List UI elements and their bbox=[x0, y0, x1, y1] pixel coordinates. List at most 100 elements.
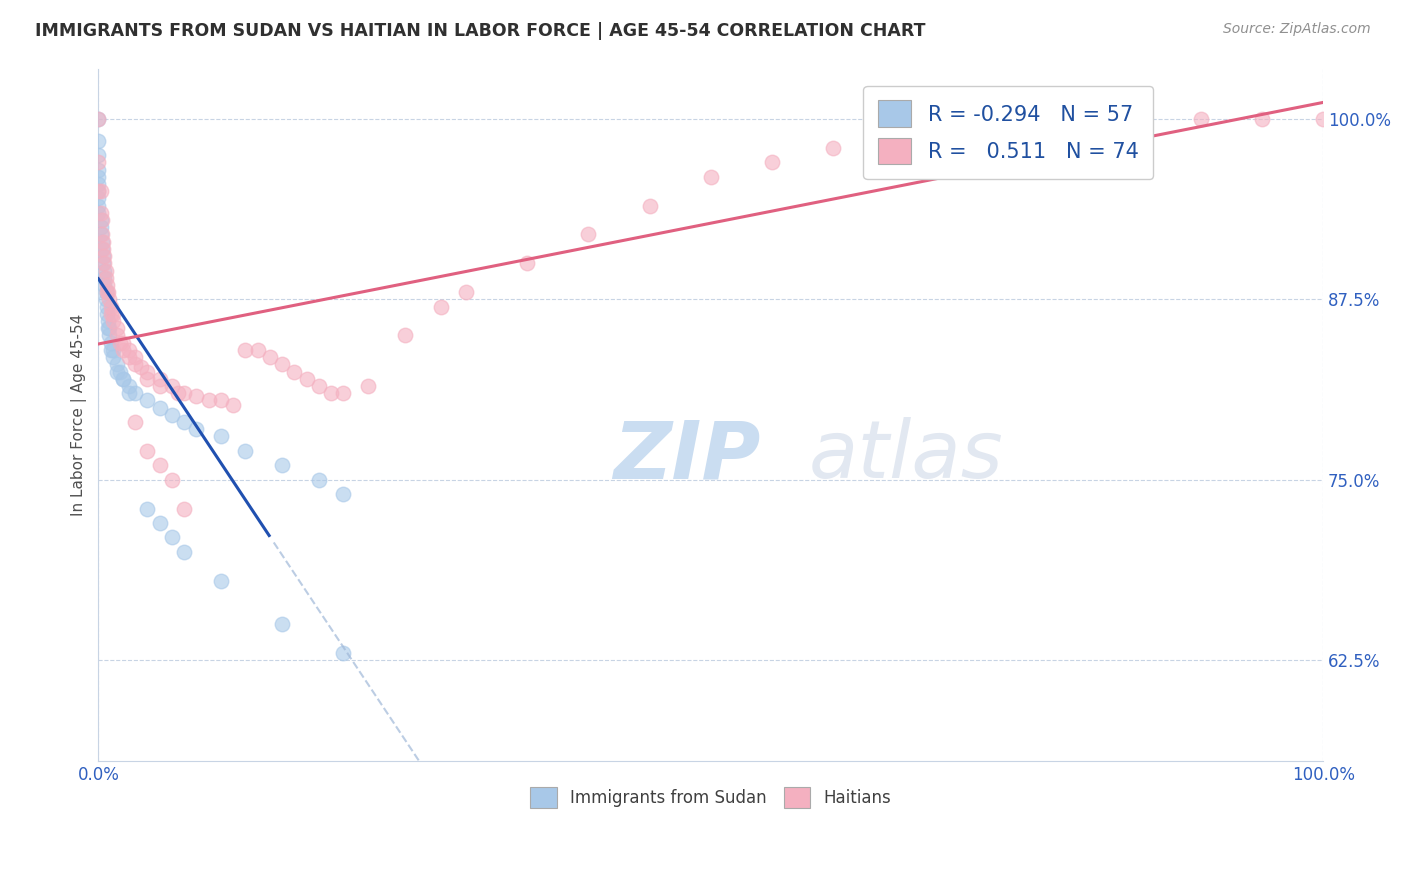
Point bbox=[91, 235, 114, 249]
Point bbox=[87, 155, 110, 169]
Point bbox=[100, 307, 122, 321]
Point bbox=[93, 256, 115, 270]
Point bbox=[87, 206, 110, 220]
Point bbox=[90, 213, 112, 227]
Point bbox=[186, 422, 208, 436]
Point bbox=[118, 343, 141, 357]
Point bbox=[96, 307, 118, 321]
Point bbox=[87, 169, 110, 184]
Point bbox=[93, 263, 115, 277]
Point bbox=[105, 328, 128, 343]
Point bbox=[105, 357, 128, 371]
Point bbox=[87, 191, 110, 205]
Point bbox=[167, 386, 190, 401]
Point bbox=[222, 398, 245, 412]
Point bbox=[1189, 112, 1212, 126]
Point bbox=[87, 184, 110, 198]
Point bbox=[93, 249, 115, 263]
Point bbox=[93, 270, 115, 285]
Point bbox=[823, 141, 845, 155]
Point bbox=[90, 206, 112, 220]
Point bbox=[149, 458, 172, 473]
Point bbox=[271, 357, 294, 371]
Point bbox=[87, 184, 110, 198]
Point bbox=[1128, 112, 1150, 126]
Point bbox=[430, 300, 453, 314]
Text: ZIP: ZIP bbox=[613, 417, 761, 495]
Point bbox=[1312, 112, 1334, 126]
Point bbox=[98, 328, 121, 343]
Point bbox=[136, 372, 159, 386]
Point bbox=[454, 285, 477, 300]
Point bbox=[94, 285, 117, 300]
Point bbox=[149, 516, 172, 530]
Point bbox=[209, 393, 232, 408]
Point bbox=[97, 285, 120, 300]
Point bbox=[271, 617, 294, 632]
Point bbox=[576, 227, 599, 242]
Point bbox=[94, 293, 117, 307]
Point bbox=[186, 389, 208, 403]
Point bbox=[91, 256, 114, 270]
Point bbox=[96, 277, 118, 292]
Point bbox=[173, 501, 195, 516]
Point bbox=[357, 379, 380, 393]
Text: atlas: atlas bbox=[808, 417, 1004, 495]
Point bbox=[246, 343, 269, 357]
Point bbox=[101, 350, 124, 364]
Point bbox=[98, 321, 121, 335]
Point bbox=[173, 386, 195, 401]
Point bbox=[91, 242, 114, 256]
Point bbox=[91, 249, 114, 263]
Point bbox=[100, 300, 122, 314]
Point bbox=[516, 256, 538, 270]
Point bbox=[308, 473, 330, 487]
Point bbox=[332, 646, 354, 660]
Point bbox=[91, 227, 114, 242]
Point bbox=[394, 328, 416, 343]
Point bbox=[124, 415, 146, 429]
Point bbox=[124, 350, 146, 364]
Point bbox=[149, 372, 172, 386]
Point bbox=[118, 350, 141, 364]
Point bbox=[90, 220, 112, 235]
Point bbox=[1067, 112, 1090, 126]
Point bbox=[100, 343, 122, 357]
Point bbox=[209, 429, 232, 443]
Point bbox=[94, 270, 117, 285]
Point bbox=[883, 127, 905, 141]
Point bbox=[87, 198, 110, 212]
Point bbox=[101, 307, 124, 321]
Point bbox=[101, 314, 124, 328]
Point bbox=[233, 443, 256, 458]
Point bbox=[87, 112, 110, 126]
Text: IMMIGRANTS FROM SUDAN VS HAITIAN IN LABOR FORCE | AGE 45-54 CORRELATION CHART: IMMIGRANTS FROM SUDAN VS HAITIAN IN LABO… bbox=[35, 22, 925, 40]
Point bbox=[94, 263, 117, 277]
Point bbox=[761, 155, 783, 169]
Point bbox=[136, 364, 159, 378]
Point bbox=[136, 501, 159, 516]
Point bbox=[105, 321, 128, 335]
Point bbox=[87, 134, 110, 148]
Point bbox=[295, 372, 318, 386]
Point bbox=[160, 379, 183, 393]
Point bbox=[87, 177, 110, 191]
Point bbox=[160, 531, 183, 545]
Point bbox=[700, 169, 723, 184]
Point bbox=[105, 364, 128, 378]
Point bbox=[101, 343, 124, 357]
Point bbox=[332, 487, 354, 501]
Point bbox=[91, 242, 114, 256]
Point bbox=[173, 545, 195, 559]
Point bbox=[91, 213, 114, 227]
Point bbox=[110, 364, 132, 378]
Point bbox=[319, 386, 342, 401]
Point bbox=[87, 148, 110, 162]
Point bbox=[87, 162, 110, 177]
Point bbox=[111, 372, 134, 386]
Point bbox=[100, 335, 122, 350]
Y-axis label: In Labor Force | Age 45-54: In Labor Force | Age 45-54 bbox=[72, 314, 87, 516]
Point bbox=[173, 415, 195, 429]
Point bbox=[110, 335, 132, 350]
Point bbox=[111, 335, 134, 350]
